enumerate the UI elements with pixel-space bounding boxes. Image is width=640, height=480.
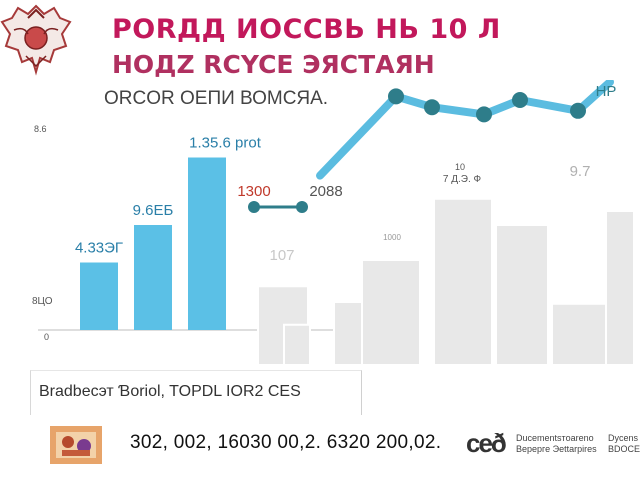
subtitle: ОRCOR OEПИ ВОМСЯА. (104, 88, 329, 109)
bar (80, 262, 118, 330)
bar-value-label: 107 (269, 247, 294, 264)
bar-value-label: 1300 (237, 183, 270, 200)
bar-line-chart: 8.6 8ЦО 0 4.33ЭГ 9.6ЕБ 1.35.6 рrot 107 1300 10 7 … (32, 80, 635, 366)
bar (433, 197, 493, 366)
axis-tick-label: 8.6 (34, 124, 47, 134)
bar (333, 301, 363, 366)
data-point (424, 99, 440, 116)
bar-value-label: 9.7 (570, 163, 591, 180)
title-line-2: НОДZ RCYCE ЭЯСТАЯН (112, 50, 435, 79)
organization-name-secondary: Dycens BDOCE (608, 433, 640, 454)
data-point (512, 92, 528, 108)
axis-tick-label: 0 (44, 332, 49, 342)
series-end-label: НР (596, 83, 617, 100)
bar-value-label: 2088 (309, 183, 342, 200)
coat-of-arms-emblem (0, 4, 72, 76)
bar (551, 302, 611, 366)
bar (188, 157, 226, 330)
bar (134, 225, 172, 330)
bar (283, 323, 311, 366)
bar-value-label: 7 Д.Э. Ф (443, 174, 482, 185)
bar-value-label: 1000 (383, 233, 401, 242)
bar (361, 259, 421, 366)
thumbnail-photo (50, 426, 102, 464)
bar-value-label: 10 (455, 162, 465, 172)
organization-name: Ducementsтoareno Верерге Эеttarpires (516, 433, 597, 454)
data-point (570, 102, 586, 119)
bar-value-label: 9.6ЕБ (133, 202, 174, 219)
caption-box: Bradbecэт Ɓoriol, TOPDL IOR2 CES (30, 370, 362, 415)
organization-logo: ceð (466, 428, 507, 458)
bar-value-label: 1.35.6 рrot (189, 135, 262, 152)
data-point (388, 88, 404, 105)
axis-tick-label: 8ЦО (32, 296, 53, 307)
data-point (248, 201, 260, 213)
caption: Bradbecэт Ɓoriol, TOPDL IOR2 CES (39, 383, 301, 400)
data-point (476, 106, 492, 123)
bar-value-label: 4.33ЭГ (75, 240, 123, 257)
data-point (296, 201, 308, 213)
title-line-1: PORДД ИOCCBЬ НЬ 10 Л (112, 14, 501, 45)
bar (495, 224, 549, 366)
footer-numbers: 302, 002, 16030 00,2. 6320 200,02. (130, 432, 442, 453)
bar (605, 210, 635, 366)
